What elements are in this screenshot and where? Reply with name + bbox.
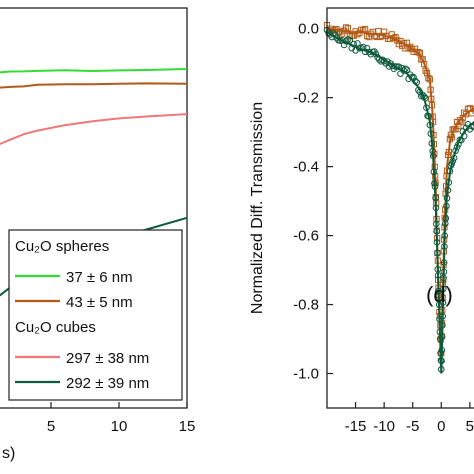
right-y-tick-label: -1.0	[293, 366, 319, 383]
left-x-axis-title: s)	[2, 445, 15, 462]
right-y-ticks: 0.0 -0.2 -0.4 -0.6 -0.8 -1.0	[293, 21, 333, 383]
right-x-tick-label: 5	[466, 418, 474, 435]
right-data-marker-square	[381, 28, 388, 35]
right-y-tick-label: -0.2	[293, 90, 319, 107]
right-x-tick-label: -5	[406, 418, 419, 435]
legend-label-43nm: 43 ± 5 nm	[66, 294, 133, 311]
left-panel: 5 10 15 s) Cu₂O spheres 37 ± 6 nm 43 ± 5 n…	[0, 7, 196, 462]
right-x-tick-label: -15	[345, 418, 367, 435]
legend-label-292nm: 292 ± 39 nm	[66, 375, 149, 392]
right-panel: Normalized Diff. Transmission 0.0 -0.2 -0.…	[249, 7, 474, 435]
legend: Cu₂O spheres 37 ± 6 nm 43 ± 5 nm Cu₂O cu…	[8, 229, 183, 401]
legend-label-37nm: 37 ± 6 nm	[66, 269, 133, 286]
left-series-line	[0, 113, 188, 145]
right-y-tick-label: -0.6	[293, 228, 319, 245]
left-x-tick-label: 10	[111, 418, 128, 435]
right-data-marker-square	[365, 34, 373, 41]
right-data-marker-square	[350, 32, 357, 39]
right-x-tick-label: 0	[437, 418, 445, 435]
right-series-group	[323, 21, 474, 374]
left-x-tick-label: 5	[47, 418, 55, 435]
left-x-ticks: 5 10 15	[47, 402, 196, 435]
right-x-ticks: -15 -10 -5 0 5	[345, 402, 474, 435]
panel-label-d: (d)	[426, 282, 453, 307]
right-fit-line	[326, 31, 474, 374]
legend-label-297nm: 297 ± 38 nm	[66, 350, 149, 367]
legend-group-title-cubes: Cu₂O cubes	[15, 319, 96, 336]
left-plot-frame	[0, 7, 188, 409]
right-data-marker-square	[375, 27, 382, 35]
right-y-tick-label: 0.0	[298, 21, 319, 38]
left-series-line	[0, 68, 188, 74]
right-data-marker-circle	[325, 29, 332, 36]
legend-box	[8, 229, 183, 401]
right-y-axis-title: Normalized Diff. Transmission	[249, 102, 266, 314]
right-data-marker-square	[361, 25, 369, 33]
right-y-tick-label: -0.8	[293, 297, 319, 314]
left-x-tick-label: 15	[179, 418, 196, 435]
left-series-line	[0, 82, 188, 89]
right-y-tick-label: -0.4	[293, 159, 319, 176]
right-plot-frame	[326, 7, 474, 409]
legend-group-title-spheres: Cu₂O spheres	[15, 238, 109, 255]
right-data-marker-circle	[346, 36, 354, 44]
right-data-marker-square	[342, 24, 350, 31]
right-x-tick-label: -10	[373, 418, 395, 435]
